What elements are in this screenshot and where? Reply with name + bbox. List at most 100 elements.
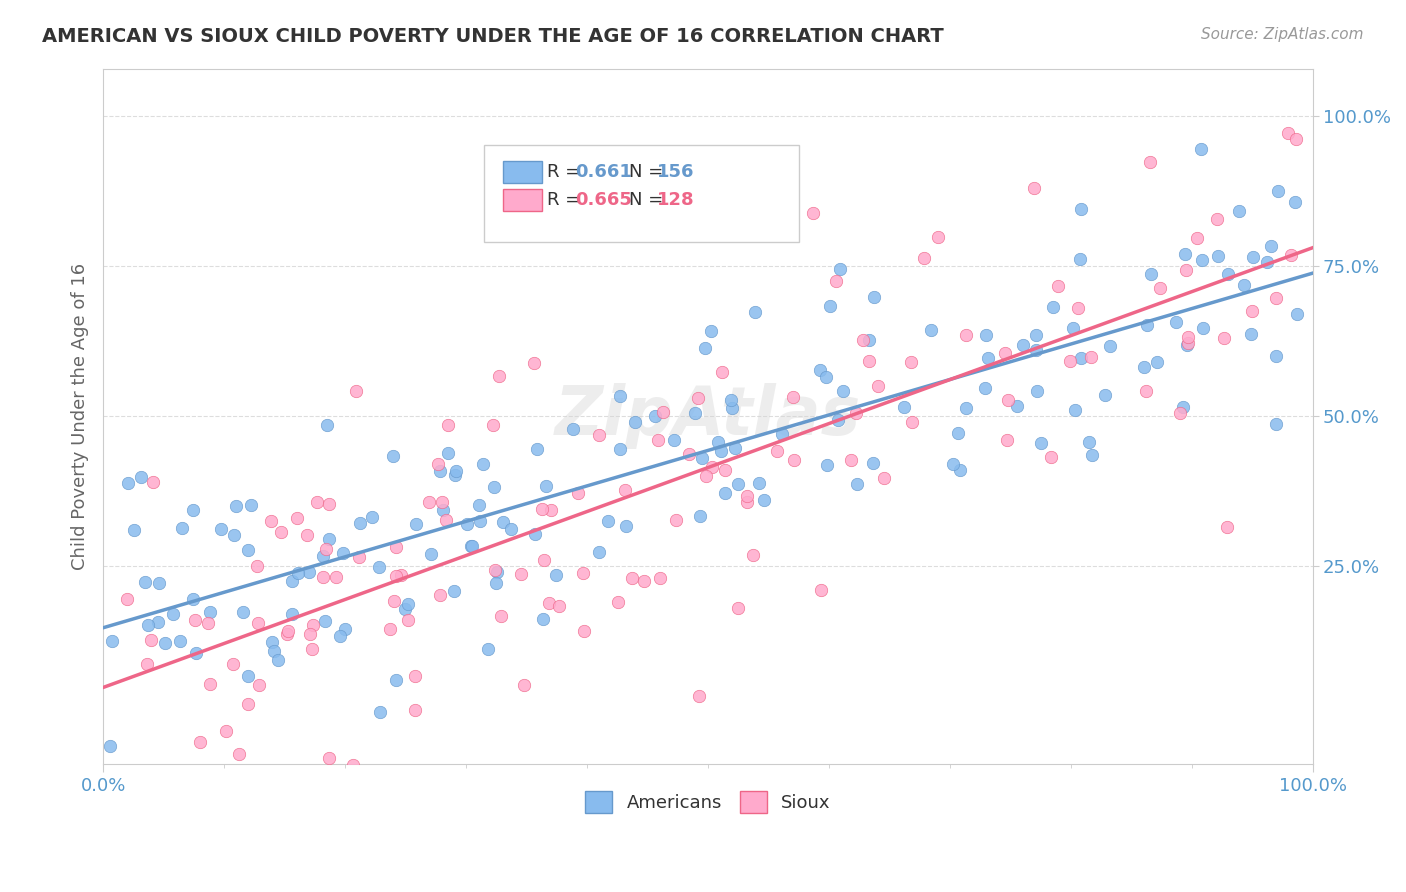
Point	[488, 368, 510, 383]
Point	[614, 483, 637, 497]
Point	[232, 606, 254, 620]
Point	[1264, 291, 1286, 305]
Point	[385, 541, 408, 555]
Point	[693, 341, 716, 355]
Point	[489, 608, 512, 623]
Point	[574, 624, 596, 638]
Point	[225, 499, 247, 513]
Point	[443, 583, 465, 598]
Point	[1070, 202, 1092, 216]
Point	[1078, 435, 1101, 450]
Point	[501, 522, 523, 536]
Point	[287, 511, 309, 525]
Point	[1191, 252, 1213, 267]
Point	[430, 495, 453, 509]
Point	[1229, 204, 1251, 219]
Point	[429, 588, 451, 602]
Point	[588, 545, 610, 559]
Legend: Americans, Sioux: Americans, Sioux	[574, 780, 842, 824]
Point	[1059, 353, 1081, 368]
Point	[997, 393, 1019, 408]
Point	[1284, 194, 1306, 209]
Text: N =: N =	[630, 191, 669, 209]
Point	[1206, 249, 1229, 263]
Point	[1285, 132, 1308, 146]
Point	[314, 614, 336, 628]
Point	[492, 516, 515, 530]
Point	[276, 627, 298, 641]
Point	[215, 723, 238, 738]
Point	[405, 517, 427, 532]
Point	[1171, 401, 1194, 415]
Point	[318, 533, 340, 547]
Point	[1094, 388, 1116, 402]
Point	[1205, 212, 1227, 227]
Point	[1240, 326, 1263, 341]
Point	[385, 569, 408, 583]
Point	[468, 514, 491, 528]
Point	[523, 356, 546, 370]
Point	[538, 596, 561, 610]
Point	[456, 516, 478, 531]
Point	[1046, 279, 1069, 293]
Point	[267, 652, 290, 666]
Point	[523, 527, 546, 541]
Point	[846, 477, 869, 491]
Point	[1240, 303, 1263, 318]
Point	[1232, 277, 1254, 292]
Point	[432, 503, 454, 517]
Point	[315, 542, 337, 557]
Point	[236, 542, 259, 557]
Point	[1149, 281, 1171, 295]
Point	[429, 463, 451, 477]
Point	[827, 412, 849, 426]
Point	[318, 497, 340, 511]
Point	[624, 415, 647, 429]
Point	[420, 547, 443, 561]
Y-axis label: Child Poverty Under the Age of 16: Child Poverty Under the Age of 16	[72, 262, 89, 570]
Point	[260, 514, 283, 528]
Point	[404, 703, 426, 717]
Point	[690, 451, 713, 466]
Point	[477, 642, 499, 657]
Point	[531, 612, 554, 626]
Point	[946, 425, 969, 440]
Point	[1042, 300, 1064, 314]
Text: AMERICAN VS SIOUX CHILD POVERTY UNDER THE AGE OF 16 CORRELATION CHART: AMERICAN VS SIOUX CHILD POVERTY UNDER TH…	[42, 27, 943, 45]
Point	[368, 705, 391, 719]
Point	[404, 669, 426, 683]
Point	[136, 618, 159, 632]
Point	[977, 351, 1000, 365]
Point	[198, 605, 221, 619]
Point	[609, 389, 631, 403]
Point	[333, 623, 356, 637]
Point	[191, 769, 214, 783]
Point	[710, 443, 733, 458]
Point	[720, 392, 742, 407]
Text: 0.661: 0.661	[575, 163, 631, 181]
Point	[647, 433, 669, 447]
Text: 156: 156	[657, 163, 695, 181]
Point	[955, 328, 977, 343]
FancyBboxPatch shape	[503, 161, 543, 183]
Text: R =: R =	[547, 163, 586, 181]
Text: 0.665: 0.665	[575, 191, 631, 209]
Point	[134, 575, 156, 590]
Point	[146, 615, 169, 629]
Point	[1174, 247, 1197, 261]
Point	[546, 568, 568, 582]
Point	[900, 355, 922, 369]
Point	[186, 646, 208, 660]
Point	[437, 418, 460, 433]
Point	[1026, 384, 1049, 398]
Point	[1080, 350, 1102, 364]
Point	[1216, 267, 1239, 281]
Point	[263, 643, 285, 657]
Point	[531, 502, 554, 516]
Point	[815, 369, 838, 384]
Point	[974, 328, 997, 343]
Point	[298, 627, 321, 641]
Point	[973, 381, 995, 395]
Point	[162, 607, 184, 622]
Point	[724, 441, 747, 455]
